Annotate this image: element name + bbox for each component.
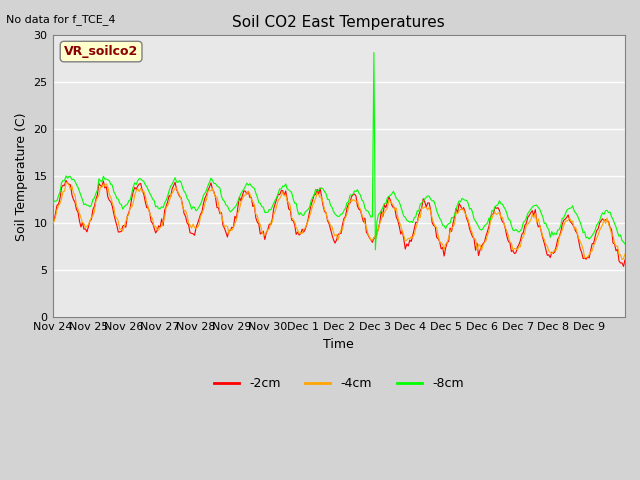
Legend: -2cm, -4cm, -8cm: -2cm, -4cm, -8cm <box>209 372 468 396</box>
Text: VR_soilco2: VR_soilco2 <box>64 45 138 58</box>
Y-axis label: Soil Temperature (C): Soil Temperature (C) <box>15 112 28 240</box>
Title: Soil CO2 East Temperatures: Soil CO2 East Temperatures <box>232 15 445 30</box>
Text: No data for f_TCE_4: No data for f_TCE_4 <box>6 14 116 25</box>
X-axis label: Time: Time <box>323 337 354 350</box>
